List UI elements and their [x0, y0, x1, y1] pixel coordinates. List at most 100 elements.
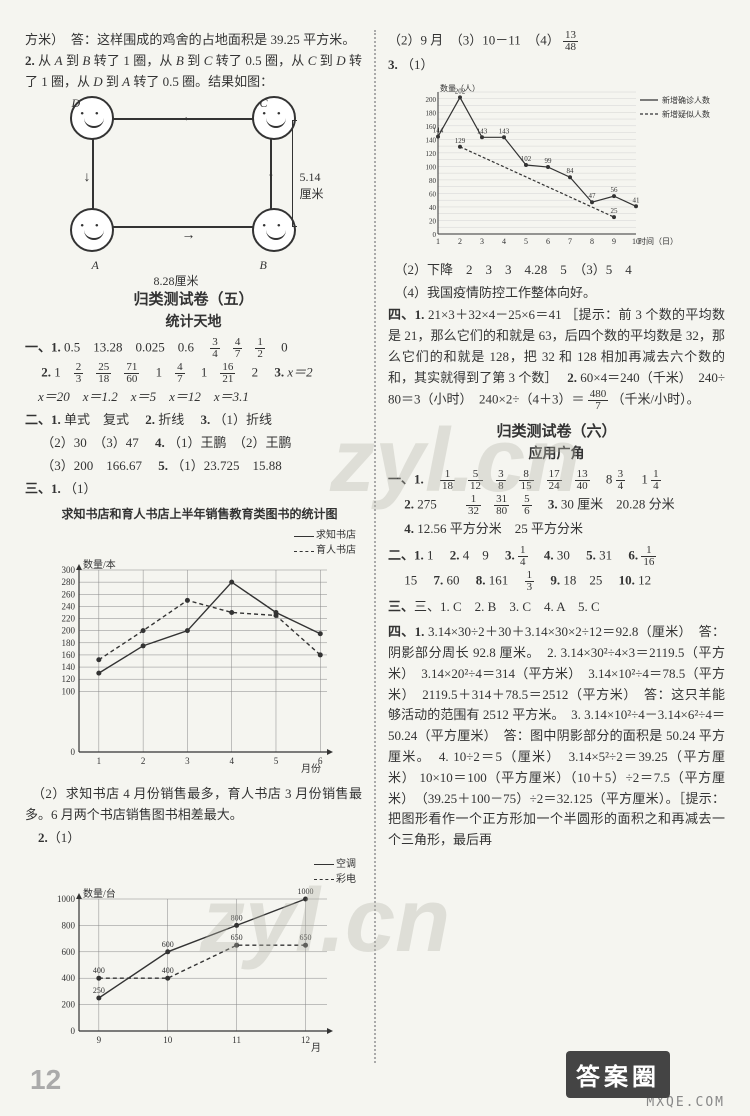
svg-text:144: 144 — [433, 126, 444, 134]
s6-4: 4. 12.56 平方分米 25 平方分米 — [388, 519, 725, 540]
svg-text:时间（日）: 时间（日） — [638, 236, 678, 246]
svg-text:6: 6 — [546, 237, 550, 246]
svg-text:25: 25 — [611, 207, 619, 215]
s6-er-l1: 二、1. 1 2. 4 9 3. 14 4. 30 5. 31 6. 116 — [388, 545, 725, 568]
svg-text:1: 1 — [436, 237, 440, 246]
chart3-note2: （4）我国疫情防控工作整体向好。 — [388, 283, 725, 304]
svg-text:140: 140 — [62, 662, 76, 672]
smiley-diagram: D C A B ← → ↓ ↑ 5.14厘米 8.28厘米 — [64, 100, 324, 280]
right-line2: 3. （1） — [388, 55, 725, 76]
svg-text:3: 3 — [185, 756, 190, 766]
s6-si: 四、1. 3.14×30÷2＋30＋3.14×30×2÷12＝92.8（厘米） … — [388, 622, 725, 851]
svg-text:800: 800 — [62, 920, 76, 930]
svg-text:9: 9 — [612, 237, 616, 246]
sec2-line2: （2）30 （3）47 4. （1）王鹏 （2）王鹏 — [25, 433, 362, 454]
section6-heading: 归类测试卷（六） — [388, 420, 725, 441]
svg-text:280: 280 — [62, 578, 76, 588]
svg-text:143: 143 — [499, 127, 510, 135]
s6-2: 2. 275 132 3180 56 3. 30 厘米 20.28 分米 — [388, 494, 725, 517]
svg-text:数量/本: 数量/本 — [83, 558, 116, 571]
svg-text:8: 8 — [590, 237, 594, 246]
svg-text:5: 5 — [524, 237, 528, 246]
svg-text:650: 650 — [300, 933, 312, 942]
svg-text:220: 220 — [62, 614, 76, 624]
chart2-lead: 2.（1） — [25, 828, 362, 849]
column-divider — [374, 30, 376, 1063]
svg-text:99: 99 — [545, 157, 553, 165]
svg-text:7: 7 — [568, 237, 572, 246]
svg-text:240: 240 — [62, 602, 76, 612]
chart2: 空调 彩电 020040060080010009101112数量/台月25060… — [37, 855, 362, 1055]
svg-text:2: 2 — [141, 756, 146, 766]
svg-text:260: 260 — [62, 590, 76, 600]
sec2-line3: （3）200 166.67 5. （1）23.725 15.88 — [25, 456, 362, 477]
svg-text:200: 200 — [426, 96, 437, 104]
svg-text:120: 120 — [62, 675, 76, 685]
right-line1: （2）9 月 （3）10－11 （4） 1348 — [388, 30, 725, 53]
svg-text:120: 120 — [426, 150, 437, 158]
svg-text:4: 4 — [229, 756, 234, 766]
chart3-svg: 02040608010012014016018020012345678910数量… — [408, 82, 718, 252]
svg-text:400: 400 — [93, 966, 105, 975]
svg-text:新增疑似人数: 新增疑似人数 — [662, 109, 710, 119]
svg-text:1000: 1000 — [298, 887, 314, 896]
chart2-svg: 020040060080010009101112数量/台月25060080010… — [37, 885, 337, 1055]
svg-text:129: 129 — [455, 137, 466, 145]
svg-text:202: 202 — [455, 87, 466, 95]
sec4: 四、1. 21×3＋32×4－25×6＝41 ［提示：前 3 个数的平均数是 2… — [388, 305, 725, 411]
svg-text:180: 180 — [426, 109, 437, 117]
chart1-note: （2）求知书店 4 月份销售最多，育人书店 3 月份销售最多。6 月两个书店销售… — [25, 784, 362, 826]
svg-text:0: 0 — [71, 747, 76, 757]
svg-text:100: 100 — [62, 687, 76, 697]
svg-text:月: 月 — [311, 1042, 321, 1054]
svg-text:80: 80 — [429, 177, 437, 185]
chart1: 求知书店和育人书店上半年销售教育类图书的统计图 求知书店 育人书店 010012… — [37, 505, 362, 776]
section5-heading: 归类测试卷（五） — [25, 288, 362, 309]
smiley-node-a — [70, 208, 114, 252]
svg-text:180: 180 — [62, 638, 76, 648]
svg-text:41: 41 — [633, 196, 641, 204]
svg-text:400: 400 — [62, 973, 76, 983]
svg-text:0: 0 — [71, 1026, 76, 1036]
svg-text:60: 60 — [429, 190, 437, 198]
chart3: 02040608010012014016018020012345678910数量… — [408, 82, 725, 252]
sec3-lead: 三、1. （1） — [25, 479, 362, 500]
smiley-node-b — [252, 208, 296, 252]
svg-text:9: 9 — [97, 1035, 102, 1045]
svg-text:143: 143 — [477, 127, 488, 135]
svg-text:月份: 月份 — [301, 763, 321, 775]
svg-text:10: 10 — [163, 1035, 173, 1045]
svg-text:2: 2 — [458, 237, 462, 246]
svg-text:3: 3 — [480, 237, 484, 246]
svg-text:数量/台: 数量/台 — [83, 887, 116, 900]
svg-text:250: 250 — [93, 986, 105, 995]
svg-text:102: 102 — [521, 155, 532, 163]
svg-text:新增确诊人数: 新增确诊人数 — [662, 95, 710, 105]
answer-stamp: 答案圈 — [566, 1051, 670, 1098]
svg-text:1000: 1000 — [57, 894, 76, 904]
s6-1: 一、1. 118 512 38 815 1724 1340 8 34 1 14 — [388, 469, 725, 492]
left-column: 方米） 答：这样围成的鸡舍的占地面积是 39.25 平方米。 2. 从 A 到 … — [25, 30, 362, 1063]
svg-text:650: 650 — [231, 933, 243, 942]
left-para1: 方米） 答：这样围成的鸡舍的占地面积是 39.25 平方米。 2. 从 A 到 … — [25, 30, 362, 92]
svg-text:140: 140 — [426, 136, 437, 144]
svg-text:1: 1 — [97, 756, 102, 766]
svg-text:20: 20 — [429, 217, 437, 225]
section5-subheading: 统计天地 — [25, 311, 362, 331]
svg-text:600: 600 — [62, 947, 76, 957]
svg-text:4: 4 — [502, 237, 506, 246]
svg-text:600: 600 — [162, 940, 174, 949]
smiley-node-c — [252, 96, 296, 140]
svg-text:56: 56 — [611, 186, 619, 194]
chart1-svg: 0100120140160180200220240260280300123456… — [37, 556, 337, 776]
svg-text:200: 200 — [62, 999, 76, 1009]
chart3-note1: （2）下降 2 3 3 4.28 5 （3）5 4 — [388, 260, 725, 281]
right-column: （2）9 月 （3）10－11 （4） 1348 3. （1） 02040608… — [388, 30, 725, 1063]
sec1-line1: 一、1. 0.5 13.28 0.025 0.6 34 47 12 0 — [25, 337, 362, 360]
svg-text:160: 160 — [62, 650, 76, 660]
section6-subheading: 应用广角 — [388, 443, 725, 463]
s6-er-l2: 15 7. 60 8. 161 13 9. 18 25 10. 12 — [388, 570, 725, 593]
svg-text:300: 300 — [62, 565, 76, 575]
svg-text:100: 100 — [426, 163, 437, 171]
svg-text:12: 12 — [301, 1035, 310, 1045]
